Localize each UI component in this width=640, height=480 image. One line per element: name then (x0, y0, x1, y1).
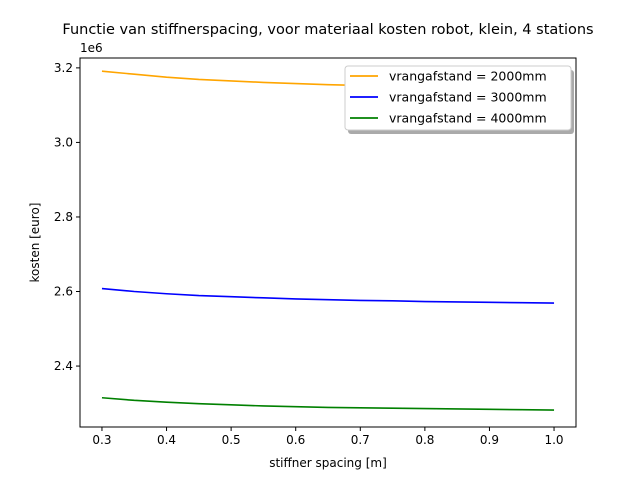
x-tick-label: 0.3 (92, 433, 111, 447)
y-tick-label: 2.8 (54, 210, 73, 224)
legend-label-3: vrangafstand = 4000mm (389, 111, 547, 126)
x-axis-ticks: 0.3 0.4 0.5 0.6 0.7 0.8 0.9 1.0 (92, 427, 564, 447)
y-tick-label: 3.2 (54, 61, 73, 75)
x-axis-label: stiffner spacing [m] (269, 456, 387, 470)
x-tick-label: 0.4 (157, 433, 176, 447)
legend-label-2: vrangafstand = 3000mm (389, 90, 547, 105)
x-tick-label: 1.0 (544, 433, 563, 447)
x-tick-label: 0.9 (480, 433, 499, 447)
x-tick-label: 0.6 (286, 433, 305, 447)
y-axis-offset-label: 1e6 (80, 41, 103, 55)
y-axis-ticks: 2.4 2.6 2.8 3.0 3.2 (54, 61, 80, 373)
x-tick-label: 0.8 (415, 433, 434, 447)
y-tick-label: 2.6 (54, 285, 73, 299)
series-line-2 (101, 287, 555, 304)
legend-box (344, 65, 572, 131)
y-tick-label: 3.0 (54, 135, 73, 149)
x-tick-label: 0.5 (222, 433, 241, 447)
legend-label-1: vrangafstand = 2000mm (389, 69, 547, 84)
series-line-3 (101, 396, 555, 411)
legend-entries: vrangafstand = 2000mm vrangafstand = 3000… (350, 69, 547, 126)
x-tick-label: 0.7 (351, 433, 370, 447)
chart-title: Functie van stiffnerspacing, voor materi… (62, 22, 593, 38)
legend: vrangafstand = 2000mm vrangafstand = 3000… (344, 65, 574, 134)
y-tick-label: 2.4 (54, 359, 73, 373)
plot-frame (79, 57, 577, 428)
y-axis-label: kosten [euro] (28, 203, 42, 283)
